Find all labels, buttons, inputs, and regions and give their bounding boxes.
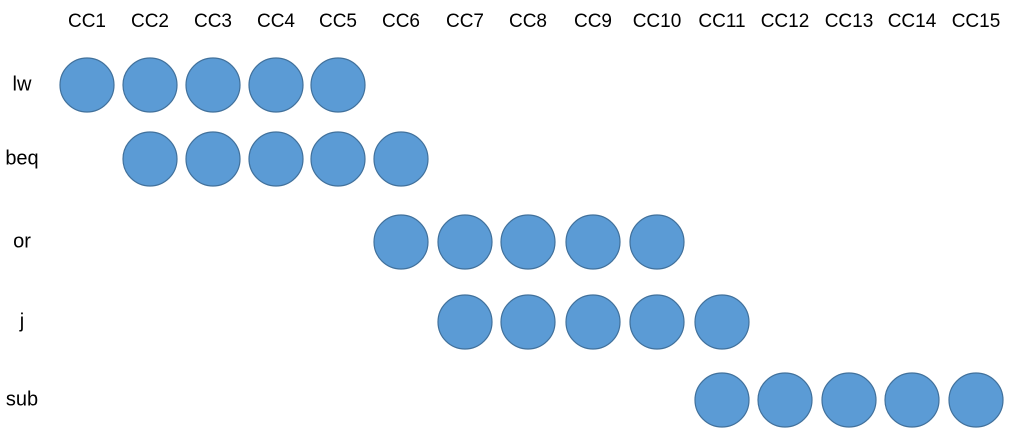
stage-circle-j-cc11 [694, 294, 750, 350]
cycle-label-cc2: CC2 [131, 11, 169, 32]
stage-circle-j-cc7 [437, 294, 493, 350]
cycle-label-cc5: CC5 [319, 11, 357, 32]
stage-circle-beq-cc2 [122, 131, 178, 187]
cycle-label-cc14: CC14 [888, 11, 937, 32]
stage-circle-j-cc10 [629, 294, 685, 350]
instruction-row-or [373, 214, 685, 270]
instruction-row-lw [59, 57, 366, 113]
instruction-label-beq: beq [5, 147, 38, 169]
cycle-label-cc10: CC10 [633, 11, 682, 32]
cycle-label-cc4: CC4 [257, 11, 295, 32]
stage-circle-or-cc6 [373, 214, 429, 270]
stage-circle-sub-cc15 [948, 372, 1004, 428]
stage-circle-beq-cc4 [248, 131, 304, 187]
stage-circle-beq-cc5 [310, 131, 366, 187]
cycle-label-cc3: CC3 [194, 11, 232, 32]
stage-circle-lw-cc1 [59, 57, 115, 113]
instruction-label-or: or [13, 230, 31, 252]
cycle-label-cc7: CC7 [446, 11, 484, 32]
cycle-label-cc9: CC9 [574, 11, 612, 32]
instruction-label-lw: lw [13, 73, 32, 95]
instruction-row-sub [694, 372, 1004, 428]
cycle-header: CC1 CC2 CC3 CC4 CC5 CC6 CC7 CC8 CC9 CC10 CC11 CC12 C… [68, 11, 1000, 32]
cycle-label-cc13: CC13 [825, 11, 874, 32]
stage-circle-beq-cc3 [185, 131, 241, 187]
instruction-label-sub: sub [6, 388, 38, 410]
cycle-label-cc1: CC1 [68, 11, 106, 32]
instruction-row-j [437, 294, 750, 350]
stage-circle-sub-cc11 [694, 372, 750, 428]
stage-grid [59, 57, 1004, 428]
cycle-label-cc15: CC15 [952, 11, 1001, 32]
cycle-label-cc6: CC6 [382, 11, 420, 32]
instruction-label-j: j [19, 310, 24, 332]
cycle-label-cc8: CC8 [509, 11, 547, 32]
cycle-label-cc12: CC12 [761, 11, 810, 32]
stage-circle-j-cc9 [565, 294, 621, 350]
stage-circle-lw-cc5 [310, 57, 366, 113]
instruction-labels: lw beq or j sub [5, 73, 38, 410]
cycle-label-cc11: CC11 [698, 11, 745, 32]
stage-circle-beq-cc6 [373, 131, 429, 187]
stage-circle-sub-cc14 [884, 372, 940, 428]
stage-circle-sub-cc13 [821, 372, 877, 428]
stage-circle-lw-cc3 [185, 57, 241, 113]
stage-circle-or-cc9 [565, 214, 621, 270]
stage-circle-lw-cc2 [122, 57, 178, 113]
stage-circle-or-cc8 [500, 214, 556, 270]
stage-circle-or-cc10 [629, 214, 685, 270]
stage-circle-or-cc7 [437, 214, 493, 270]
instruction-row-beq [122, 131, 429, 187]
stage-circle-j-cc8 [500, 294, 556, 350]
stage-circle-lw-cc4 [248, 57, 304, 113]
stage-circle-sub-cc12 [757, 372, 813, 428]
